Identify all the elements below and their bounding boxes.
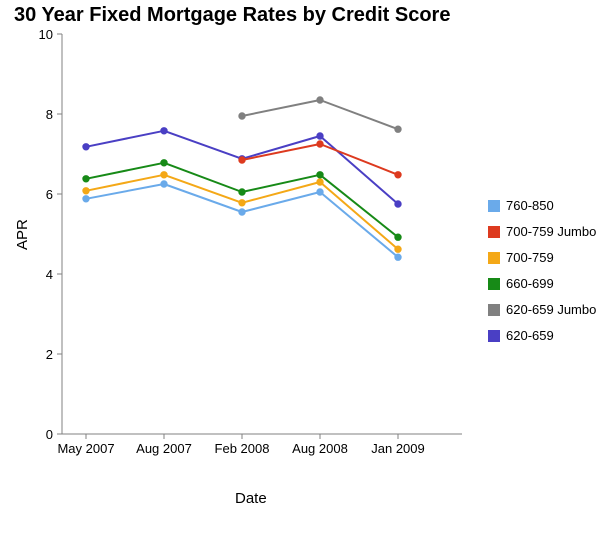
series-marker [83,188,89,194]
series-marker [83,144,89,150]
series-marker [83,176,89,182]
series-marker [317,172,323,178]
series-marker [161,128,167,134]
series-marker [395,172,401,178]
series-marker [239,200,245,206]
x-tick-label: May 2007 [57,441,114,456]
legend-swatch [488,330,500,342]
series-marker [239,209,245,215]
series-marker [395,126,401,132]
x-tick-label: Aug 2008 [292,441,348,456]
series-marker [395,246,401,252]
legend-item: 620-659 [488,328,596,343]
chart-legend: 760-850 700-759 Jumbo 700-759 660-699 620-65… [488,198,596,354]
legend-label: 760-850 [506,198,554,213]
series-marker [395,234,401,240]
legend-swatch [488,200,500,212]
x-tick-label: Feb 2008 [215,441,270,456]
x-tick-label: Aug 2007 [136,441,192,456]
y-axis-label: APR [14,219,31,250]
legend-label: 620-659 Jumbo [506,302,596,317]
series-marker [161,172,167,178]
y-tick-label: 2 [46,347,53,362]
series-marker [83,196,89,202]
legend-item: 700-759 Jumbo [488,224,596,239]
x-tick-label: Jan 2009 [371,441,425,456]
legend-label: 660-699 [506,276,554,291]
legend-swatch [488,226,500,238]
y-tick-label: 10 [39,27,53,42]
legend-item: 660-699 [488,276,596,291]
legend-label: 700-759 [506,250,554,265]
series-line [242,100,398,129]
legend-item: 620-659 Jumbo [488,302,596,317]
legend-swatch [488,278,500,290]
y-tick-label: 0 [46,427,53,442]
series-marker [395,254,401,260]
y-tick-label: 4 [46,267,53,282]
series-marker [317,189,323,195]
mortgage-rate-chart: 30 Year Fixed Mortgage Rates by Credit S… [0,0,597,542]
series-marker [317,133,323,139]
legend-item: 760-850 [488,198,596,213]
legend-swatch [488,252,500,264]
series-marker [161,160,167,166]
series-marker [239,157,245,163]
series-marker [317,97,323,103]
series-marker [239,113,245,119]
legend-item: 700-759 [488,250,596,265]
series-marker [395,201,401,207]
legend-label: 620-659 [506,328,554,343]
series-marker [161,181,167,187]
series-marker [317,141,323,147]
y-tick-label: 8 [46,107,53,122]
legend-swatch [488,304,500,316]
series-marker [317,179,323,185]
x-axis-label: Date [235,490,267,507]
legend-label: 700-759 Jumbo [506,224,596,239]
series-line [242,144,398,175]
series-marker [239,189,245,195]
y-tick-label: 6 [46,187,53,202]
